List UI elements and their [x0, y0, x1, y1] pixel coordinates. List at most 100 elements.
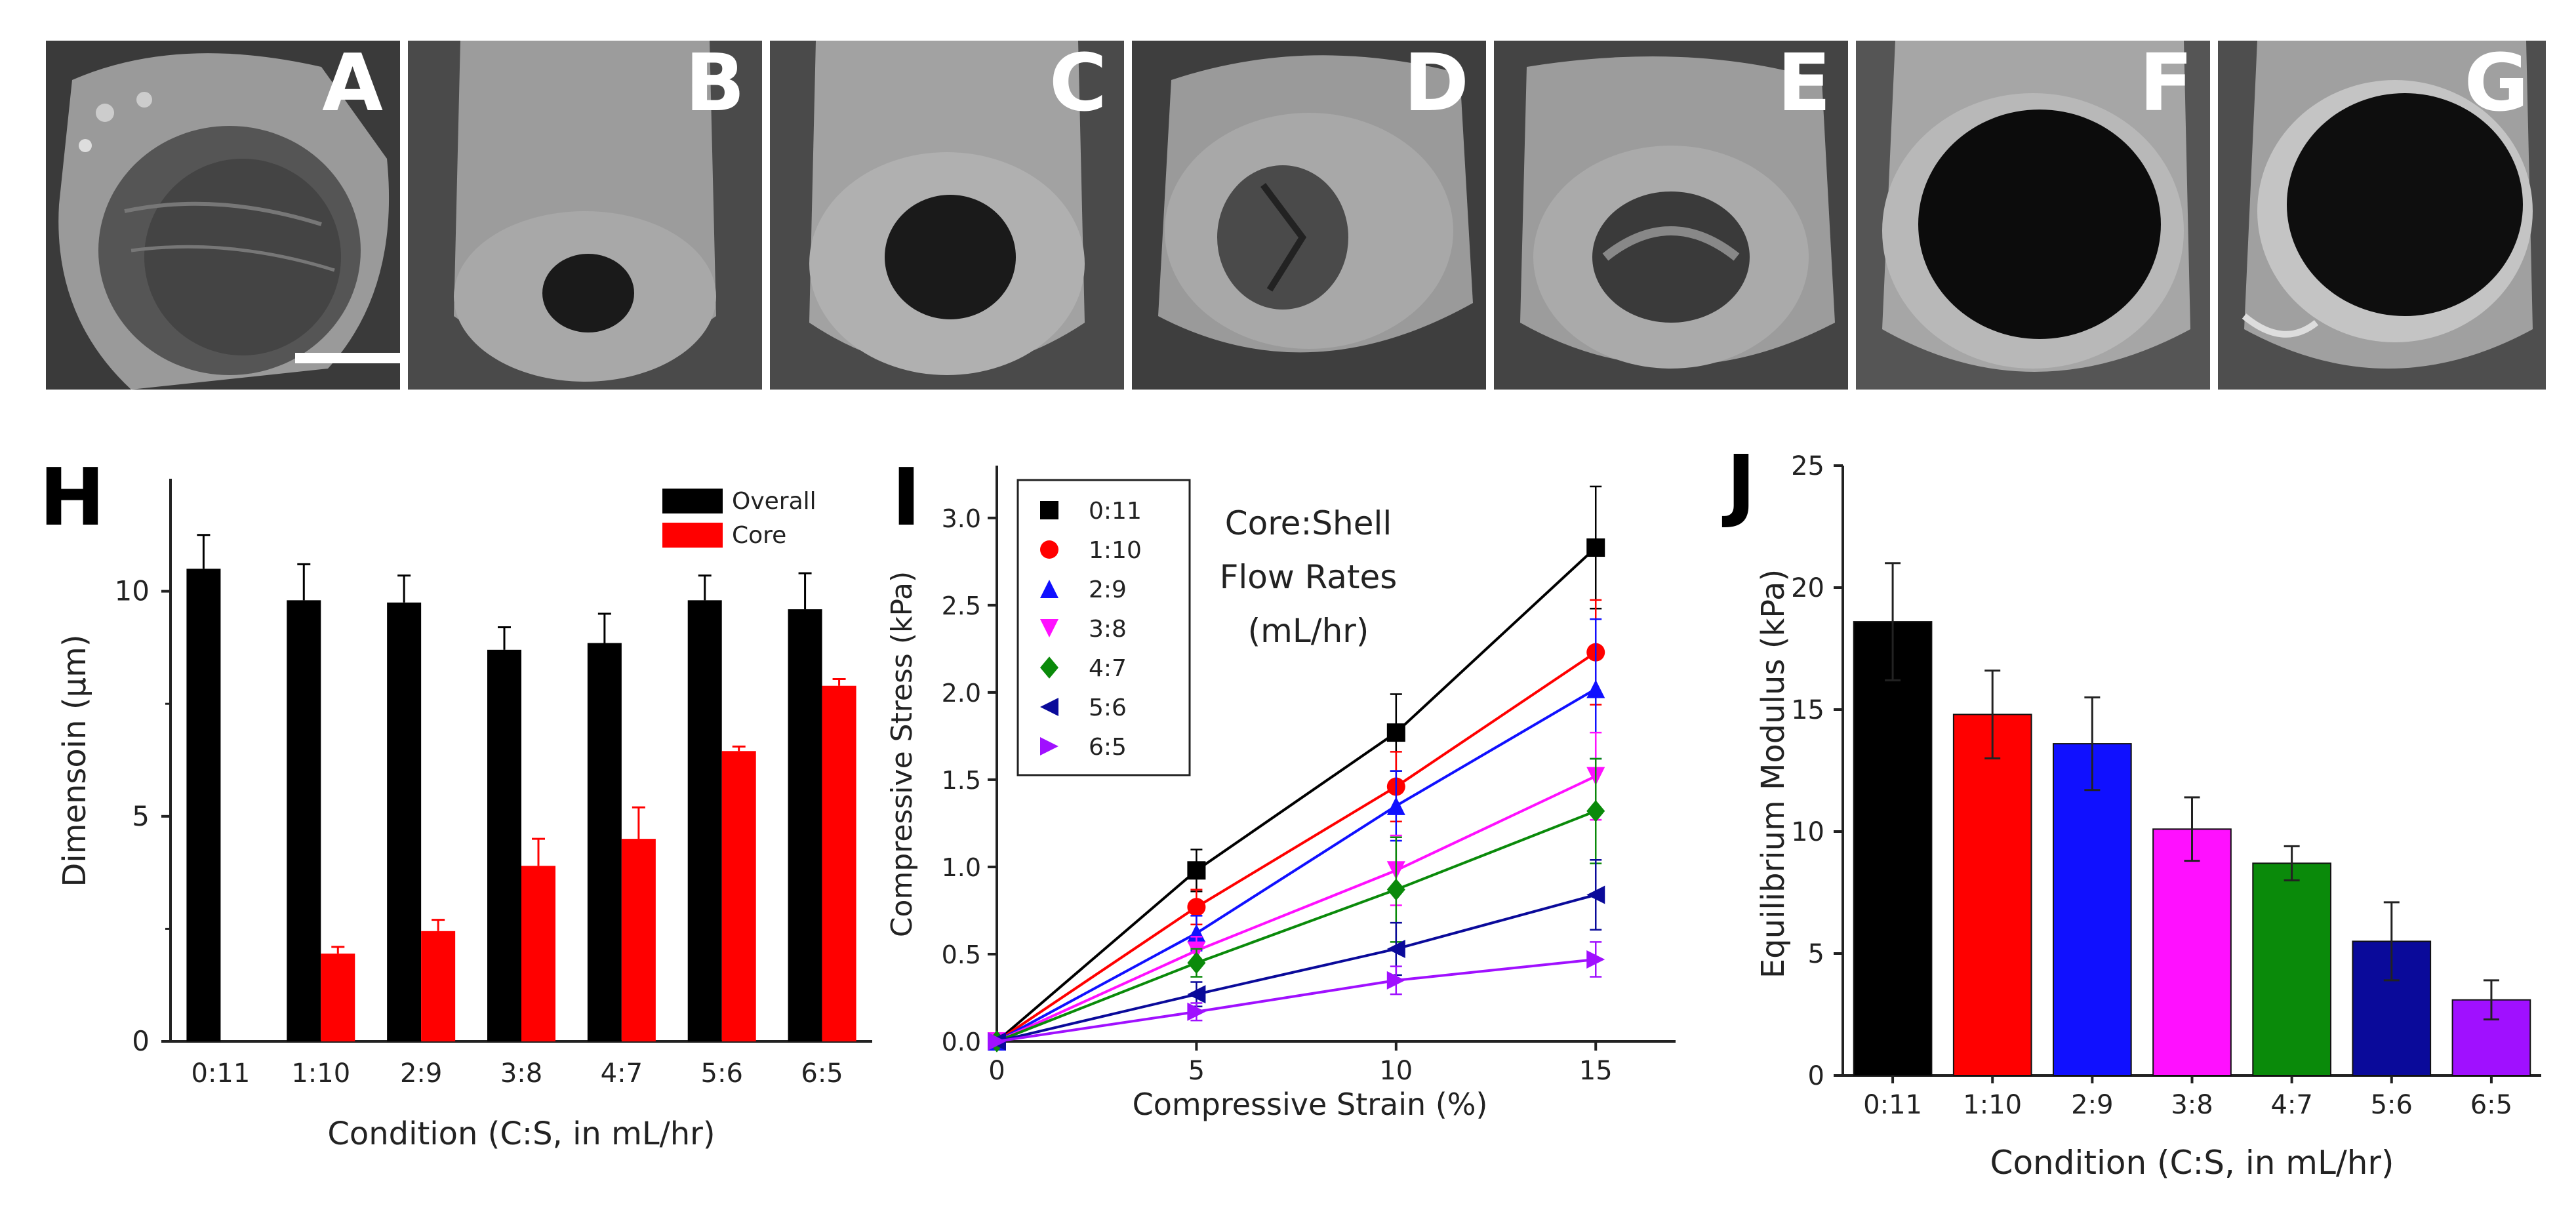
- x-tick-label: 1:10: [1963, 1090, 2022, 1120]
- chart-h: H 0 5 10 0:11 1:10 2:9 3:8 4:7 5:6 6:5 Overall Core D…: [39, 452, 872, 1152]
- series-5:6: [988, 859, 1605, 1051]
- data-point: [1187, 898, 1206, 917]
- y-tick-label: 10: [115, 575, 150, 607]
- legend-label: 4:7: [1089, 655, 1127, 682]
- bar-core: [421, 931, 456, 1041]
- bar-overall: [587, 643, 622, 1041]
- x-tick-label: 0:11: [191, 1058, 251, 1089]
- sem-panel-d: D: [1132, 41, 1486, 390]
- panel-letter-a: A: [322, 41, 383, 129]
- bar-core: [521, 866, 555, 1041]
- x-tick-label: 0: [988, 1056, 1005, 1086]
- data-point: [1386, 939, 1405, 958]
- x-tick-label: 5:6: [701, 1058, 743, 1089]
- panel-letter-d: D: [1403, 41, 1469, 129]
- x-tick-label: 3:8: [500, 1058, 542, 1089]
- x-tick-label: 0:11: [1863, 1090, 1922, 1120]
- panel-letter-h: H: [39, 452, 105, 544]
- y-tick-label: 0: [1808, 1061, 1824, 1091]
- sem-image-collapsed-lumen: [1132, 41, 1486, 390]
- data-point: [1586, 538, 1605, 557]
- sem-panel-e: E: [1494, 41, 1848, 390]
- x-tick-label: 3:8: [2171, 1090, 2213, 1120]
- x-tick-label: 15: [1579, 1056, 1613, 1086]
- y-tick-label: 2.0: [942, 679, 981, 708]
- legend-label: Overall: [732, 488, 816, 515]
- x-tick-label: 6:5: [2470, 1090, 2512, 1120]
- panel-letter-j: J: [1722, 439, 1756, 531]
- flow-rate-annotation: (mL/hr): [1248, 612, 1369, 650]
- bar-4-7: [2252, 862, 2331, 1076]
- y-tick-label: 2.5: [942, 592, 981, 620]
- legend-label: 1:10: [1089, 537, 1142, 564]
- legend-label: 5:6: [1089, 694, 1127, 721]
- panel-letter-i: I: [892, 452, 921, 544]
- panel-letter-g: G: [2464, 41, 2529, 129]
- bar-overall: [687, 600, 722, 1041]
- flow-rate-annotation: Core:Shell: [1225, 504, 1392, 542]
- legend-swatch-overall: [662, 489, 723, 513]
- data-point: [988, 1032, 1006, 1051]
- legend-marker: [1040, 619, 1058, 637]
- sem-image-folded-lumen: [1494, 41, 1848, 390]
- panel-letter-f: F: [2139, 41, 2193, 129]
- bar-overall: [487, 649, 521, 1041]
- chart-i: I 0.0 0.5 1.0 1.5 2.0 2.5 3.0 0 5 10 15 0:11 1:10 2:9 3…: [885, 452, 1676, 1122]
- x-tick-label: 4:7: [2270, 1090, 2312, 1120]
- bar-overall: [186, 569, 221, 1041]
- legend-marker: [1040, 698, 1058, 716]
- data-point: [1187, 985, 1206, 1004]
- legend-marker: [1040, 501, 1058, 519]
- bar-3-8: [2152, 828, 2232, 1077]
- series-line: [996, 809, 1596, 1043]
- y-tick-label: 1.5: [942, 766, 981, 795]
- legend-marker: [1040, 580, 1058, 598]
- bar-core: [721, 751, 756, 1041]
- series-line: [996, 546, 1597, 1043]
- x-axis-label: Condition (C:S, in mL/hr): [1990, 1144, 2394, 1182]
- x-tick-label: 1:10: [291, 1058, 350, 1089]
- bar-2-9: [2053, 743, 2132, 1076]
- y-axis-label: Compressive Stress (kPa): [885, 571, 919, 937]
- legend-marker: [1040, 737, 1058, 755]
- sem-panel-b: B: [408, 41, 762, 390]
- sem-image-solid: [46, 41, 400, 390]
- data-point: [1586, 950, 1605, 969]
- data-point: [1187, 861, 1206, 880]
- series-line: [996, 687, 1597, 1043]
- legend-label: 2:9: [1089, 576, 1127, 603]
- y-tick-label: 3.0: [942, 504, 981, 533]
- x-axis-label: Condition (C:S, in mL/hr): [327, 1116, 715, 1152]
- x-tick-label: 10: [1379, 1056, 1413, 1086]
- series-line: [996, 774, 1597, 1043]
- x-tick-label: 4:7: [601, 1058, 643, 1089]
- scale-bar: [295, 353, 400, 363]
- sem-image-large-lumen: [1856, 41, 2210, 390]
- bar-core: [822, 685, 856, 1041]
- y-tick-label: 0: [132, 1025, 150, 1057]
- data-point: [1187, 924, 1206, 943]
- x-tick-label: 5: [1188, 1056, 1205, 1086]
- bar-overall: [287, 600, 321, 1041]
- y-tick-label: 5: [1808, 939, 1824, 969]
- data-point: [1187, 952, 1206, 975]
- sem-image-thin-wall: [2218, 41, 2546, 390]
- legend-label: 6:5: [1089, 734, 1127, 761]
- y-tick-label: 15: [1791, 695, 1824, 725]
- x-tick-label: 6:5: [801, 1058, 843, 1089]
- series-6:5: [988, 941, 1605, 1051]
- chart-j: J 0 5 10 15 20 25 0:11 1:10 2:9 3:8 4:7 5:6 6:5 Equili…: [1722, 439, 2541, 1182]
- sem-image-small-lumen: [408, 41, 762, 390]
- sem-panel-a: A: [46, 41, 400, 390]
- legend-label: Core: [732, 522, 786, 549]
- sem-panel-c: C: [770, 41, 1124, 390]
- y-tick-label: 20: [1791, 573, 1824, 603]
- y-tick-label: 0.5: [942, 940, 981, 969]
- bar-overall: [788, 609, 822, 1041]
- data-point: [1187, 1002, 1206, 1021]
- y-tick-label: 10: [1791, 817, 1824, 847]
- data-point: [1586, 885, 1605, 904]
- y-axis-label: Equilibrium Modulus (kPa): [1755, 569, 1792, 978]
- legend-swatch-core: [662, 523, 723, 548]
- flow-rate-annotation: Flow Rates: [1220, 558, 1398, 596]
